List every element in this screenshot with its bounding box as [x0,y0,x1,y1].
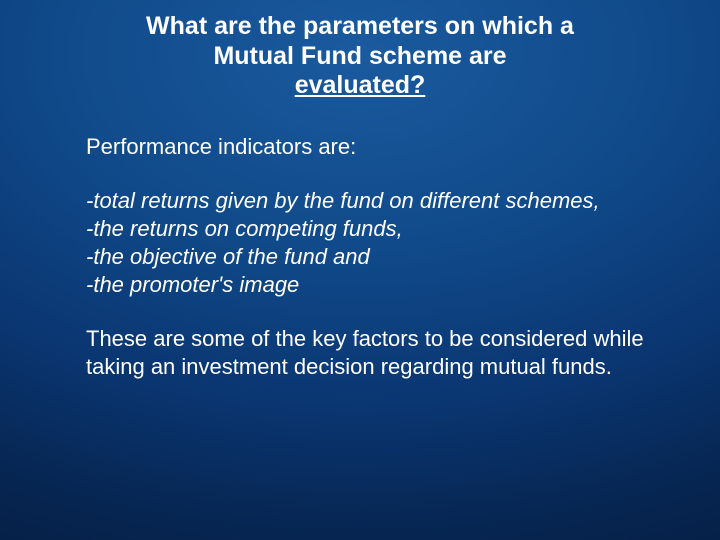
slide-title: What are the parameters on which a Mutua… [48,12,672,101]
intro-text: Performance indicators are: [86,133,672,161]
indicator-item: -the objective of the fund and [86,243,672,271]
indicator-item: -the returns on competing funds, [86,215,672,243]
title-line-1: What are the parameters on which a [146,12,574,40]
slide-body: Performance indicators are: -total retur… [48,133,672,382]
title-line-2: Mutual Fund scheme are [213,42,506,70]
indicator-item: -the promoter's image [86,271,672,299]
indicator-list: -total returns given by the fund on diff… [86,187,672,300]
indicator-item: -total returns given by the fund on diff… [86,187,672,215]
title-line-3: evaluated? [295,71,426,99]
closing-text: These are some of the key factors to be … [86,325,672,381]
